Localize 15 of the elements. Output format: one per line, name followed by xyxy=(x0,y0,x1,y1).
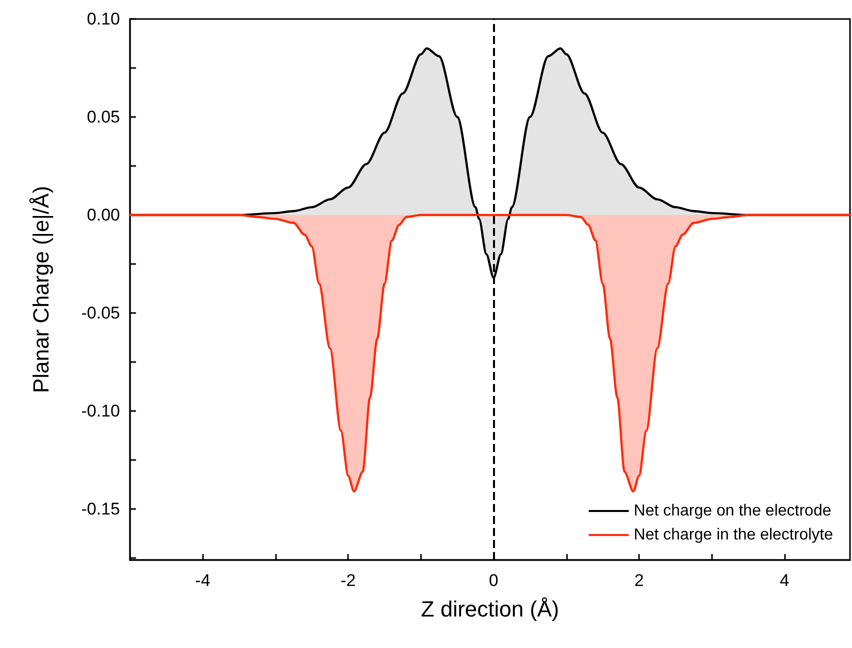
y-tick-label: 0.05 xyxy=(86,108,120,127)
legend-label: Net charge in the electrolyte xyxy=(634,526,834,544)
y-axis-title: Planar Charge (|e|/Å) xyxy=(28,186,54,394)
x-tick-label: -4 xyxy=(195,571,210,590)
y-tick-label: 0.10 xyxy=(86,10,120,28)
y-tick-label: -0.10 xyxy=(81,402,120,421)
x-tick-label: 0 xyxy=(488,571,498,590)
y-tick-label: 0.00 xyxy=(86,206,120,225)
x-tick-label: 4 xyxy=(780,571,790,590)
x-tick-label: -2 xyxy=(340,571,356,590)
legend-label: Net charge on the electrode xyxy=(634,502,832,520)
y-tick-label: -0.05 xyxy=(81,304,120,323)
y-tick-label: -0.15 xyxy=(81,500,120,519)
x-axis-title: Z direction (Å) xyxy=(420,596,560,622)
x-tick-label: 2 xyxy=(634,571,644,590)
